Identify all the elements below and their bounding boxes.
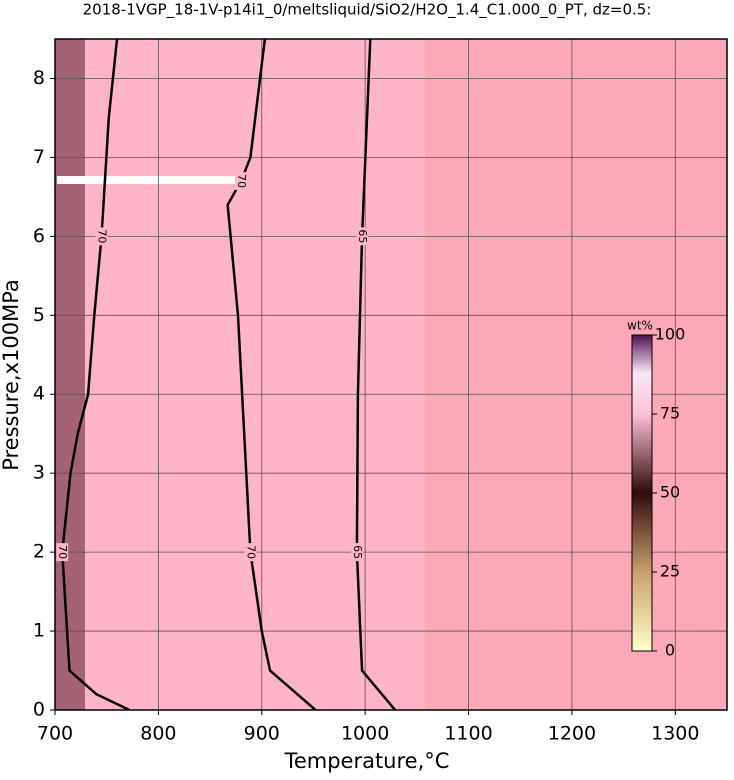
x-tick-label: 800: [140, 723, 176, 745]
y-tick-label: 3: [33, 462, 45, 484]
plot-background: [55, 39, 727, 710]
y-tick-label: 5: [33, 304, 45, 326]
contour-label: 70: [96, 229, 109, 243]
colorbar-label: wt%: [627, 319, 653, 333]
colorbar-tick-label: 100: [655, 325, 686, 344]
colorbar-tick-label: 50: [660, 483, 680, 502]
y-tick-label: 0: [33, 699, 45, 721]
colorbar-tick-label: 75: [660, 404, 680, 423]
contour-label-bg: [235, 172, 248, 191]
colorbar-tick-label: 0: [665, 641, 675, 660]
x-tick-label: 900: [244, 723, 280, 745]
contour-label: 65: [356, 229, 369, 243]
contour-label-bg: [244, 543, 257, 562]
colorbar: [631, 334, 653, 652]
contour-label: 70: [235, 174, 248, 188]
contour-label-bg: [56, 543, 69, 562]
y-tick-label: 4: [33, 383, 45, 405]
y-tick-label: 8: [33, 67, 45, 89]
y-tick-label: 6: [33, 225, 45, 247]
contour-label: 65: [351, 545, 364, 559]
contour-label: 70: [244, 545, 257, 559]
colorbar-tick-label: 25: [660, 562, 680, 581]
contour-line: [355, 39, 397, 710]
contour-label: 70: [56, 545, 69, 559]
x-tick-label: 1200: [548, 723, 596, 745]
contour-label-bg: [356, 227, 369, 246]
contour-label-bg: [350, 543, 363, 562]
y-tick-label: 2: [33, 541, 45, 563]
x-tick-label: 1000: [341, 723, 389, 745]
x-tick-label: 1300: [651, 723, 699, 745]
x-axis-label: Temperature,°C: [284, 749, 450, 773]
x-tick-label: 1100: [444, 723, 492, 745]
contour-label-bg: [95, 227, 108, 246]
plot-frame: [54, 38, 728, 711]
x-tick-label: 700: [37, 723, 73, 745]
y-axis-label: Pressure,x100MPa: [0, 279, 23, 471]
y-tick-label: 7: [33, 146, 45, 168]
chart-title: 2018-1VGP_18-1V-p14i1_0/meltsliquid/SiO2…: [83, 1, 652, 20]
y-tick-label: 1: [33, 620, 45, 642]
contour-line: [60, 39, 130, 710]
